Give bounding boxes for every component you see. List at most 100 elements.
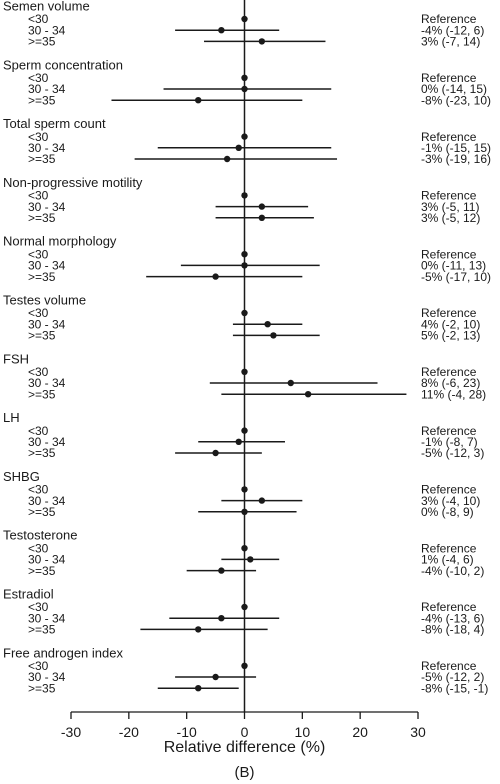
row-category-label: <30 xyxy=(28,365,49,379)
row-category-label: <30 xyxy=(28,189,49,203)
row-category-label: 30 - 34 xyxy=(28,611,66,625)
estimate-text: 3% (-4, 10) xyxy=(421,494,480,508)
estimate-text: -5% (-12, 2) xyxy=(421,670,484,684)
estimate-text: Reference xyxy=(421,483,477,497)
point-estimate xyxy=(258,214,266,221)
x-tick-label: -10 xyxy=(177,724,197,740)
row-category-label: <30 xyxy=(28,483,49,497)
row-category-label: >=35 xyxy=(28,93,56,107)
estimate-text: -8% (-15, -1) xyxy=(421,681,488,695)
point-estimate xyxy=(264,321,271,328)
x-tick-label: 0 xyxy=(241,724,249,740)
point-estimate xyxy=(212,273,219,280)
row-category-label: 30 - 34 xyxy=(28,259,66,273)
row-category-label: 30 - 34 xyxy=(28,317,66,331)
point-estimate xyxy=(212,673,219,681)
row-category-label: >=35 xyxy=(28,681,56,695)
row-category-label: <30 xyxy=(28,12,49,26)
estimate-text: -1% (-15, 15) xyxy=(421,141,491,155)
row-category-label: <30 xyxy=(28,424,49,438)
estimate-text: -3% (-19, 16) xyxy=(421,152,491,166)
forest-group: Estradiol<30 Reference 30 - 34 -4% (-13, 6)… xyxy=(3,587,484,637)
row-category-label: >=35 xyxy=(28,35,56,49)
estimate-text: -8% (-23, 10) xyxy=(421,93,491,107)
row-category-label: >=35 xyxy=(28,329,56,343)
x-tick-label: -20 xyxy=(119,724,139,740)
point-estimate xyxy=(241,603,248,611)
point-estimate xyxy=(247,556,254,563)
row-category-label: >=35 xyxy=(28,564,56,578)
forest-group: FSH<30 Reference 30 - 34 8% (-6, 23) >=35 11%… xyxy=(3,351,486,401)
forest-group: Sperm concentration<30 Reference 30 - 34 0%… xyxy=(3,57,491,107)
x-tick-label: 30 xyxy=(410,724,426,740)
row-category-label: 30 - 34 xyxy=(28,141,66,155)
point-estimate xyxy=(287,379,294,387)
row-category-label: <30 xyxy=(28,659,49,673)
point-estimate xyxy=(195,97,202,104)
row-category-label: 30 - 34 xyxy=(28,670,66,684)
point-estimate xyxy=(241,508,248,515)
group-title: FSH xyxy=(3,351,29,366)
row-category-label: <30 xyxy=(28,247,49,261)
group-title: Testes volume xyxy=(3,293,86,308)
group-title: Estradiol xyxy=(3,587,54,602)
row-category-label: 30 - 34 xyxy=(28,376,66,390)
point-estimate xyxy=(218,27,225,34)
group-title: LH xyxy=(3,410,20,425)
point-estimate xyxy=(235,144,242,151)
estimate-text: 8% (-6, 23) xyxy=(421,376,480,390)
point-estimate xyxy=(241,251,248,258)
point-estimate xyxy=(241,309,248,317)
row-category-label: 30 - 34 xyxy=(28,553,66,567)
forest-group: Semen volume<30 Reference 30 - 34 -4% (-12,… xyxy=(3,0,484,49)
estimate-text: -4% (-10, 2) xyxy=(421,564,484,578)
row-category-label: >=35 xyxy=(28,446,56,460)
point-estimate xyxy=(218,615,225,622)
point-estimate xyxy=(218,567,225,574)
estimate-text: Reference xyxy=(421,365,477,379)
row-category-label: <30 xyxy=(28,71,49,85)
x-axis-ticks: -30 -20 -10 0 10 20 30 xyxy=(61,712,426,740)
point-estimate xyxy=(258,497,266,504)
estimate-text: Reference xyxy=(421,659,477,673)
group-title: Total sperm count xyxy=(3,116,106,131)
estimate-text: -5% (-17, 10) xyxy=(421,270,491,284)
row-category-label: 30 - 34 xyxy=(28,82,66,96)
point-estimate xyxy=(195,685,202,692)
point-estimate xyxy=(241,662,248,669)
group-title: Normal morphology xyxy=(3,234,117,249)
row-category-label: >=35 xyxy=(28,387,56,401)
group-title: Free androgen index xyxy=(3,645,123,660)
group-title: Sperm concentration xyxy=(3,57,123,72)
estimate-text: -5% (-12, 3) xyxy=(421,446,484,460)
row-category-label: <30 xyxy=(28,306,49,320)
point-estimate xyxy=(258,38,266,45)
point-estimate xyxy=(241,262,248,269)
estimate-text: Reference xyxy=(421,71,477,85)
estimate-text: 5% (-2, 13) xyxy=(421,329,480,343)
point-estimate xyxy=(241,545,248,552)
group-title: Non-progressive motility xyxy=(3,175,143,190)
point-estimate xyxy=(241,486,248,493)
forest-group: Free androgen index<30 Reference 30 - 34 -5… xyxy=(3,645,488,695)
estimate-text: Reference xyxy=(421,247,477,261)
point-estimate xyxy=(241,15,248,23)
row-category-label: >=35 xyxy=(28,623,56,637)
point-estimate xyxy=(223,155,231,163)
row-category-label: 30 - 34 xyxy=(28,494,66,508)
x-tick-label: 20 xyxy=(352,724,368,740)
estimate-text: -8% (-18, 4) xyxy=(421,623,484,637)
forest-group: Total sperm count<30 Reference 30 - 34 -1% … xyxy=(3,116,491,166)
point-estimate xyxy=(195,626,202,633)
estimate-text: 1% (-4, 6) xyxy=(421,553,474,567)
point-estimate xyxy=(258,203,266,210)
forest-group: Normal morphology<30 Reference 30 - 34 0% (… xyxy=(3,234,491,284)
row-category-label: >=35 xyxy=(28,505,56,519)
point-estimate xyxy=(241,192,248,199)
estimate-text: Reference xyxy=(421,600,477,614)
estimate-text: 3% (-5, 11) xyxy=(421,200,479,214)
estimate-text: Reference xyxy=(421,12,477,26)
estimate-text: 0% (-8, 9) xyxy=(421,505,474,519)
row-category-label: 30 - 34 xyxy=(28,435,66,449)
